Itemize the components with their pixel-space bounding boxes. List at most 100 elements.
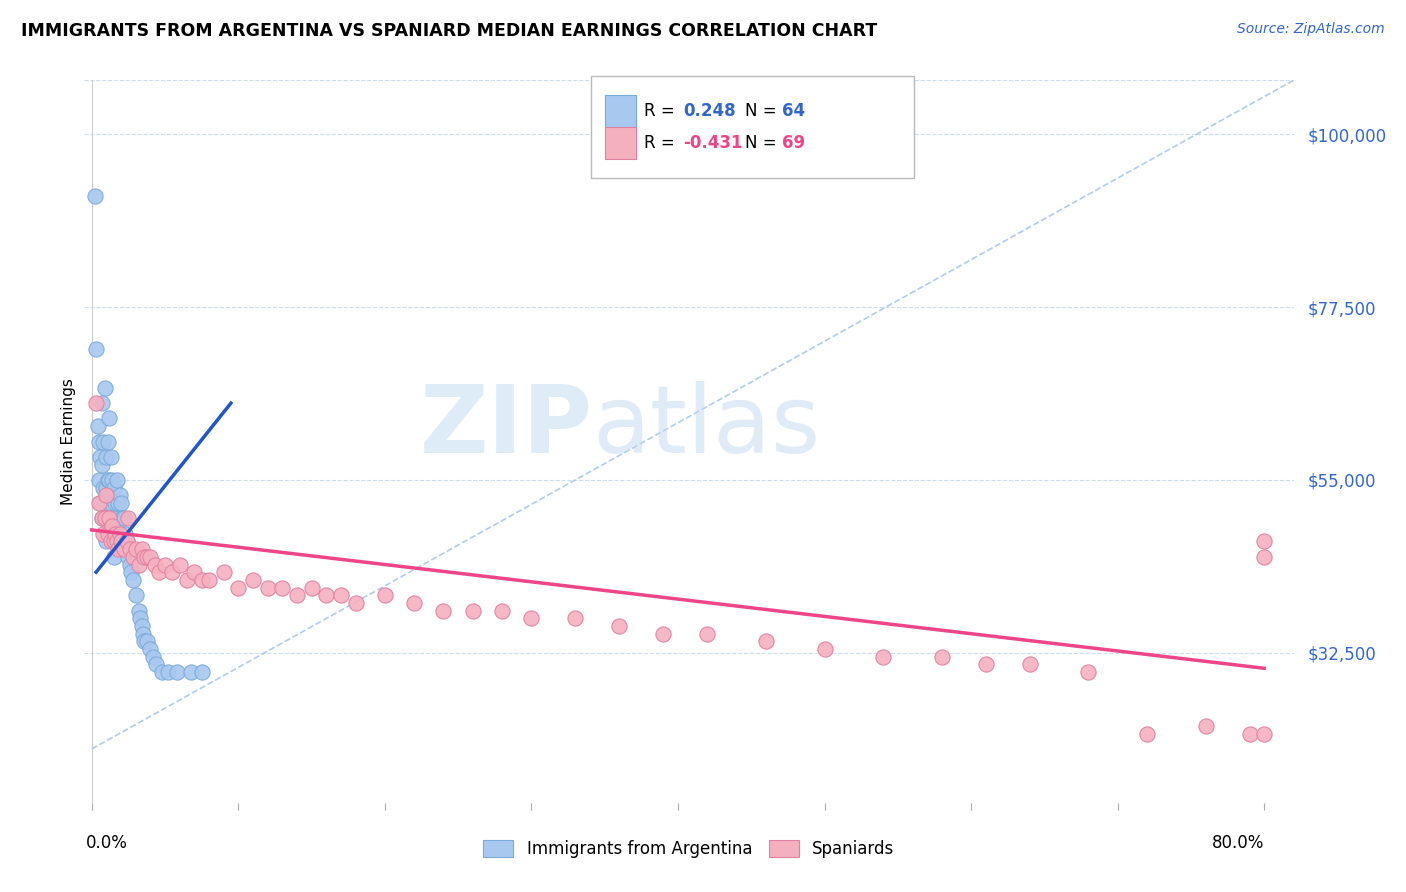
Text: Source: ZipAtlas.com: Source: ZipAtlas.com [1237,22,1385,37]
Point [136,549,159,564]
Point [1253,549,1275,564]
Point [84,396,107,410]
Point [374,588,396,602]
Point [98,526,121,541]
Point [118,558,141,572]
Point [91,511,114,525]
Point [128,558,150,572]
Point [115,534,138,549]
Point [491,604,513,618]
Point [755,634,778,648]
Point [461,604,484,618]
Point [404,596,426,610]
Legend: Immigrants from Argentina, Spaniards: Immigrants from Argentina, Spaniards [475,832,903,867]
Point [100,534,122,549]
Point [143,558,166,572]
Point [212,565,235,579]
Point [121,549,143,564]
Point [134,634,156,648]
Point [96,481,118,495]
Point [94,381,117,395]
Text: N =: N = [745,103,782,120]
Point [190,573,212,587]
Point [91,458,114,472]
Point [105,534,128,549]
Y-axis label: Median Earnings: Median Earnings [60,378,76,505]
Point [120,565,142,579]
Point [93,481,115,495]
Point [101,473,124,487]
Point [117,549,139,564]
Point [315,588,337,602]
Point [129,611,152,625]
Point [107,542,129,557]
Point [94,511,117,525]
Point [169,558,191,572]
Point [285,588,308,602]
Point [1136,726,1159,740]
Point [139,549,162,564]
Point [110,534,132,549]
Point [142,649,165,664]
Point [256,581,278,595]
Point [115,534,138,549]
Point [131,542,153,557]
Point [87,496,110,510]
Point [100,496,122,510]
Point [97,511,120,525]
Point [1018,657,1040,672]
Point [97,526,120,541]
Point [145,657,167,672]
Point [86,419,108,434]
Point [108,488,131,502]
Text: 0.0%: 0.0% [86,833,128,852]
Point [153,558,176,572]
Point [190,665,212,680]
Point [1077,665,1099,680]
Point [103,549,125,564]
Point [100,450,122,464]
Text: R =: R = [644,103,681,120]
Point [103,481,125,495]
Point [872,649,894,664]
Point [271,581,294,595]
Point [108,534,131,549]
Point [1253,534,1275,549]
Point [103,534,125,549]
Point [1239,726,1261,740]
Text: 64: 64 [782,103,804,120]
Point [121,573,143,587]
Point [104,496,127,510]
Point [105,526,128,541]
Point [180,665,202,680]
Point [974,657,997,672]
Point [103,511,125,525]
Text: 80.0%: 80.0% [1212,833,1264,852]
Point [87,473,110,487]
Point [98,411,121,425]
Point [93,434,115,449]
Point [101,511,124,525]
Point [91,396,114,410]
Point [696,626,718,640]
Point [131,619,153,633]
Point [96,450,118,464]
Point [83,188,105,202]
Point [105,473,128,487]
Point [112,542,135,557]
Point [110,496,132,510]
Point [110,534,132,549]
Point [344,596,367,610]
Point [183,565,205,579]
Point [87,434,110,449]
Point [520,611,543,625]
Point [166,665,188,680]
Point [112,511,135,525]
Point [931,649,953,664]
Point [132,626,155,640]
Point [124,588,146,602]
Point [242,573,264,587]
Point [607,619,630,633]
Point [148,565,170,579]
Point [98,473,121,487]
